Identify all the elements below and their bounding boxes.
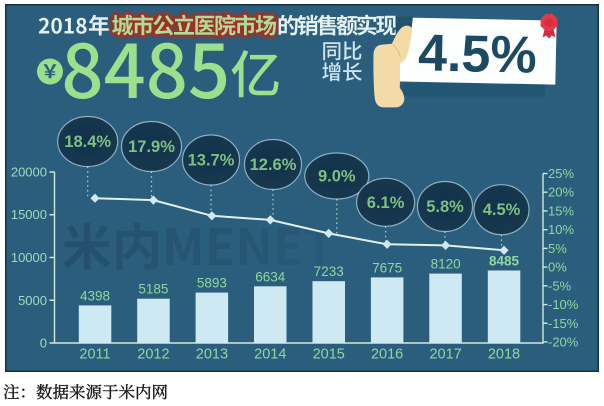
svg-text:9.0%: 9.0% xyxy=(318,168,356,186)
svg-text:5.8%: 5.8% xyxy=(426,198,464,216)
svg-text:-5%: -5% xyxy=(548,278,572,293)
svg-text:2013: 2013 xyxy=(196,347,228,363)
svg-text:-20%: -20% xyxy=(548,335,579,350)
svg-text:5893: 5893 xyxy=(197,276,227,291)
svg-text:5000: 5000 xyxy=(18,293,47,308)
svg-text:2017: 2017 xyxy=(429,347,461,363)
svg-text:7675: 7675 xyxy=(372,260,402,275)
svg-text:12.6%: 12.6% xyxy=(250,156,297,174)
svg-text:6.1%: 6.1% xyxy=(367,194,405,212)
svg-text:2018: 2018 xyxy=(488,347,520,363)
svg-text:-15%: -15% xyxy=(548,316,579,331)
svg-text:5%: 5% xyxy=(548,241,567,256)
svg-text:-10%: -10% xyxy=(548,297,579,312)
svg-text:8120: 8120 xyxy=(431,257,461,272)
svg-text:10000: 10000 xyxy=(11,250,47,265)
svg-text:0: 0 xyxy=(40,336,47,351)
svg-text:2016: 2016 xyxy=(371,347,403,363)
svg-text:2011: 2011 xyxy=(79,347,110,363)
svg-text:13.7%: 13.7% xyxy=(188,152,235,170)
svg-text:25%: 25% xyxy=(548,166,574,181)
svg-text:6634: 6634 xyxy=(255,269,286,284)
svg-text:8485: 8485 xyxy=(489,254,520,269)
svg-text:18.4%: 18.4% xyxy=(64,133,111,151)
svg-text:2014: 2014 xyxy=(254,347,286,363)
svg-text:4.5%: 4.5% xyxy=(418,24,538,84)
svg-text:17.9%: 17.9% xyxy=(128,138,175,156)
svg-text:2012: 2012 xyxy=(137,347,169,363)
svg-text:5185: 5185 xyxy=(138,282,168,297)
svg-text:0%: 0% xyxy=(548,260,567,275)
svg-text:4398: 4398 xyxy=(80,288,110,303)
svg-text:15000: 15000 xyxy=(11,207,47,222)
svg-text:20%: 20% xyxy=(548,185,574,200)
svg-text:2015: 2015 xyxy=(313,347,345,363)
svg-text:4.5%: 4.5% xyxy=(483,201,521,219)
svg-text:7233: 7233 xyxy=(314,264,344,279)
svg-text:20000: 20000 xyxy=(11,165,47,180)
svg-text:15%: 15% xyxy=(548,203,574,218)
svg-text:10%: 10% xyxy=(548,222,574,237)
